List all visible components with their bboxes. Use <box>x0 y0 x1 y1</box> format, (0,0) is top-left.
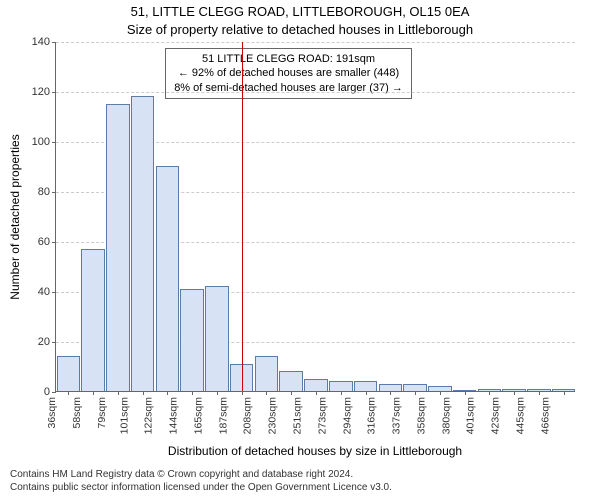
x-tick-mark <box>93 391 94 395</box>
x-tick-mark <box>489 391 490 395</box>
y-tick-label: 100 <box>32 136 50 148</box>
histogram-bar <box>57 356 81 391</box>
x-tick-label: 101sqm <box>118 397 130 434</box>
histogram-bar <box>379 384 403 392</box>
x-tick-label: 337sqm <box>390 397 402 434</box>
y-tick-label: 40 <box>38 286 50 298</box>
x-tick-mark <box>539 391 540 395</box>
x-tick-label: 208sqm <box>242 397 254 434</box>
x-tick-mark <box>514 391 515 395</box>
histogram-bar <box>403 384 427 392</box>
histogram-bar <box>156 166 180 391</box>
x-tick-label: 358sqm <box>415 397 427 434</box>
x-tick-label: 273sqm <box>316 397 328 434</box>
grid-line <box>56 42 575 43</box>
x-tick-mark <box>266 391 267 395</box>
annotation-line-2: ← 92% of detached houses are smaller (44… <box>174 66 403 80</box>
x-tick-mark <box>366 391 367 395</box>
histogram-bar <box>279 371 303 391</box>
x-tick-label: 423sqm <box>489 397 501 434</box>
histogram-bar <box>131 96 155 391</box>
histogram-bar <box>180 289 204 392</box>
y-tick-label: 120 <box>32 86 50 98</box>
y-tick-label: 20 <box>38 336 50 348</box>
x-tick-label: 316sqm <box>366 397 378 434</box>
x-tick-label: 122sqm <box>143 397 155 434</box>
footer-attribution: Contains HM Land Registry data © Crown c… <box>0 468 600 494</box>
y-tick-mark <box>52 392 56 393</box>
y-tick-mark <box>52 292 56 293</box>
y-tick-mark <box>52 42 56 43</box>
y-tick-mark <box>52 192 56 193</box>
y-tick-label: 140 <box>32 36 50 48</box>
x-tick-mark <box>217 391 218 395</box>
y-tick-mark <box>52 342 56 343</box>
x-tick-label: 466sqm <box>539 397 551 434</box>
x-tick-label: 187sqm <box>217 397 229 434</box>
y-tick-label: 80 <box>38 186 50 198</box>
histogram-bar <box>354 381 378 391</box>
x-tick-label: 144sqm <box>168 397 180 434</box>
y-tick-mark <box>52 92 56 93</box>
y-tick-label: 60 <box>38 236 50 248</box>
y-tick-mark <box>52 142 56 143</box>
x-tick-mark <box>316 391 317 395</box>
x-tick-label: 79sqm <box>96 397 108 429</box>
x-tick-label: 165sqm <box>192 397 204 434</box>
x-tick-mark <box>242 391 243 395</box>
annotation-line-1: 51 LITTLE CLEGG ROAD: 191sqm <box>174 52 403 66</box>
histogram-bar <box>255 356 279 391</box>
chart-title-address: 51, LITTLE CLEGG ROAD, LITTLEBOROUGH, OL… <box>0 4 600 19</box>
histogram-bar <box>329 381 353 391</box>
y-tick-mark <box>52 242 56 243</box>
x-tick-mark <box>68 391 69 395</box>
x-tick-mark <box>390 391 391 395</box>
histogram-bar <box>205 286 229 391</box>
x-tick-mark <box>167 391 168 395</box>
x-tick-label: 36sqm <box>47 397 59 429</box>
x-tick-label: 401sqm <box>465 397 477 434</box>
x-tick-label: 251sqm <box>291 397 303 434</box>
x-axis-label: Distribution of detached houses by size … <box>168 444 462 458</box>
histogram-bar <box>106 104 130 392</box>
footer-line-1: Contains HM Land Registry data © Crown c… <box>10 468 590 481</box>
x-tick-mark <box>143 391 144 395</box>
x-tick-mark <box>291 391 292 395</box>
footer-line-2: Contains public sector information licen… <box>10 481 590 494</box>
grid-line <box>56 92 575 93</box>
x-tick-label: 294sqm <box>341 397 353 434</box>
histogram-bar <box>304 379 328 392</box>
y-axis-label: Number of detached properties <box>8 134 22 299</box>
x-tick-label: 380sqm <box>440 397 452 434</box>
x-tick-label: 445sqm <box>514 397 526 434</box>
x-tick-mark <box>465 391 466 395</box>
marker-line <box>242 42 243 391</box>
x-tick-mark <box>341 391 342 395</box>
x-tick-mark <box>192 391 193 395</box>
chart-subtitle: Size of property relative to detached ho… <box>0 22 600 37</box>
histogram-bar <box>81 249 105 392</box>
x-tick-mark <box>118 391 119 395</box>
histogram-chart: 51, LITTLE CLEGG ROAD, LITTLEBOROUGH, OL… <box>0 0 600 500</box>
x-tick-label: 58sqm <box>71 397 83 429</box>
x-tick-mark <box>440 391 441 395</box>
x-tick-mark <box>564 391 565 395</box>
x-tick-mark <box>415 391 416 395</box>
x-tick-label: 230sqm <box>267 397 279 434</box>
plot-area: 51 LITTLE CLEGG ROAD: 191sqm ← 92% of de… <box>55 42 575 392</box>
